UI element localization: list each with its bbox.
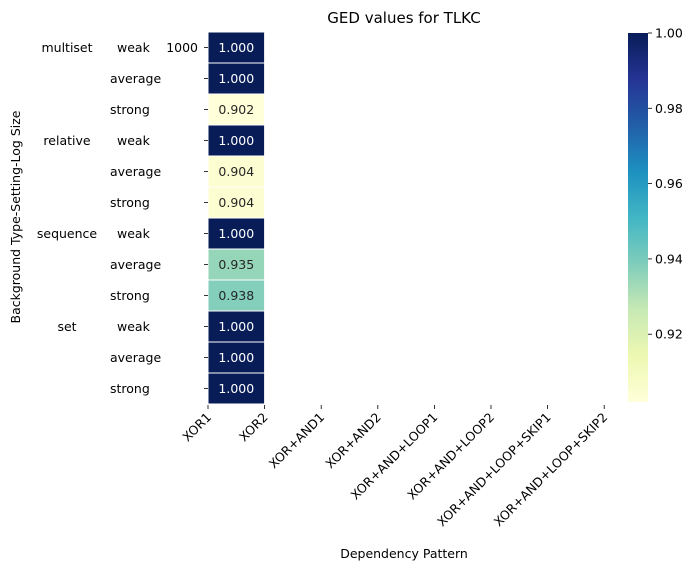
x-axis-label: Dependency Pattern (340, 546, 468, 561)
chart-title: GED values for TLKC (327, 9, 480, 27)
row-setting-label: strong (110, 288, 150, 303)
colorbar-tick-label: 0.96 (655, 176, 683, 191)
colorbar-tick-label: 1.00 (655, 26, 683, 41)
row-group-label: sequence (37, 226, 98, 241)
column-label: XOR+AND+LOOP+SKIP1 (434, 410, 554, 530)
cell-value-label: 1.000 (218, 71, 254, 86)
heatmap-cell (207, 372, 266, 405)
row-group-label: relative (43, 133, 90, 148)
cell-value-label: 0.935 (218, 257, 254, 272)
row-setting-label: weak (117, 226, 151, 241)
row-group-label: set (57, 319, 76, 334)
cell-value-label: 1.000 (218, 381, 254, 396)
row-labels: multiset weak 1000 average strong relative wea… (37, 40, 208, 396)
row-setting-label: weak (117, 40, 151, 55)
column-label: XOR+AND+LOOP+SKIP2 (491, 410, 611, 530)
column-label: XOR1 (179, 410, 214, 445)
cell-value-label: 1.000 (218, 40, 254, 55)
row-setting-label: strong (110, 102, 150, 117)
column-label: XOR+AND1 (266, 410, 328, 472)
cell-value-label: 1.000 (218, 319, 254, 334)
heatmap-cell (207, 124, 266, 157)
row-setting-label: average (110, 71, 161, 86)
row-setting-label: weak (117, 319, 151, 334)
heatmap-cell (207, 310, 266, 343)
row-setting-label: average (110, 350, 161, 365)
cell-value-label: 0.938 (218, 288, 254, 303)
row-setting-label: average (110, 257, 161, 272)
row-size-label: 1000 (166, 40, 198, 55)
y-axis-label: Background Type-Setting-Log Size (8, 110, 23, 323)
row-setting-label: strong (110, 381, 150, 396)
column-label: XOR+AND2 (322, 410, 384, 472)
column-label: XOR2 (236, 410, 271, 445)
colorbar: 0.92 0.94 0.96 0.98 1.00 (628, 26, 683, 402)
row-setting-label: average (110, 164, 161, 179)
cell-value-label: 1.000 (218, 226, 254, 241)
column-labels: XOR1 XOR2XOR+AND1XOR+AND2XOR+AND+LOOP1XOR… (179, 405, 610, 529)
row-group-label: multiset (41, 40, 92, 55)
colorbar-tick-label: 0.92 (655, 327, 683, 342)
cell-value-label: 0.904 (218, 195, 254, 210)
heatmap-cell (207, 341, 266, 374)
colorbar-ticks: 0.92 0.94 0.96 0.98 1.00 (648, 26, 683, 342)
colorbar-tick-label: 0.94 (655, 251, 683, 266)
row-setting-label: strong (110, 195, 150, 210)
row-setting-label: weak (117, 133, 151, 148)
cell-value-label: 1.000 (218, 350, 254, 365)
cell-value-label: 0.904 (218, 164, 254, 179)
colorbar-tick-label: 0.98 (655, 101, 683, 116)
cell-value-label: 1.000 (218, 133, 254, 148)
heatmap-cell (207, 62, 266, 95)
heatmap-cells: 1.000 1.000 0.902 1.000 0.904 0.904 1.000 0.935… (207, 31, 266, 405)
colorbar-gradient (628, 33, 648, 402)
cell-value-label: 0.902 (218, 102, 254, 117)
